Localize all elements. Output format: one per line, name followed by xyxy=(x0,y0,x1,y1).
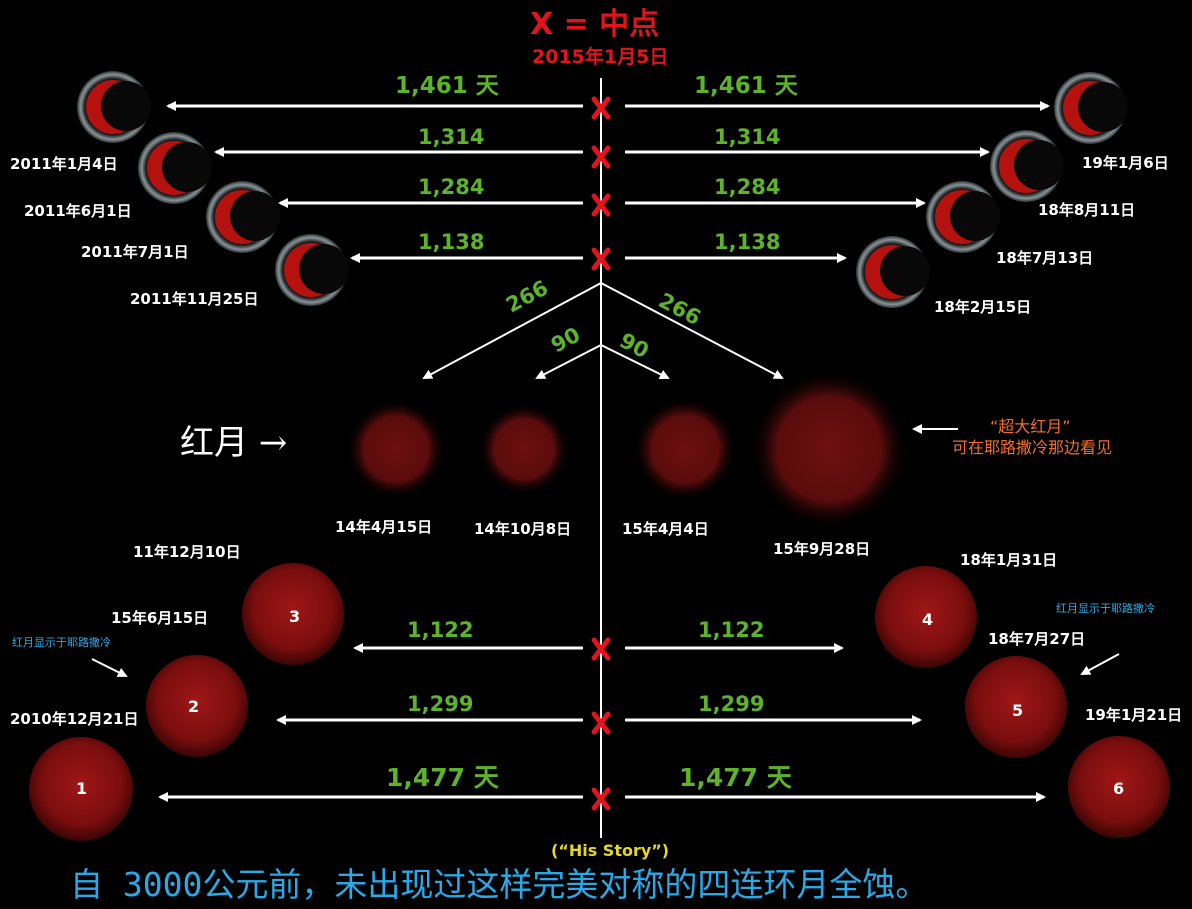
interval-row1-left: 1,461 天 xyxy=(395,73,499,99)
moon-date-5: 18年7月27日 xyxy=(988,630,1086,648)
interval-row7-right: 1,477 天 xyxy=(679,763,792,792)
moon-date-3: 11年12月10日 xyxy=(133,543,241,561)
blood-moon-4-super xyxy=(749,369,909,529)
moon-circle-5 xyxy=(965,656,1067,758)
interval-row7-left: 1,477 天 xyxy=(386,763,499,792)
branch-outer-left xyxy=(422,282,602,379)
moon-circle-2 xyxy=(146,655,248,757)
partial-eclipse-left-2 xyxy=(138,132,212,204)
super-moon-note-line2: 可在耶路撒冷那边看见 xyxy=(952,438,1113,457)
moon-date-2: 15年6月15日 xyxy=(111,609,209,627)
interval-row6-left: 1,299 xyxy=(407,692,474,716)
partial-eclipse-right-1 xyxy=(1054,72,1128,144)
partial-eclipse-right-4 xyxy=(856,236,930,308)
interval-row4-left: 1,138 xyxy=(418,230,485,254)
partial-right-date-2: 18年8月11日 xyxy=(1038,201,1136,219)
moon-number-6: 6 xyxy=(1113,779,1125,798)
his-story-label: (“His Story”) xyxy=(551,841,670,860)
moon-date-4: 18年1月31日 xyxy=(960,551,1058,569)
moon-circle-6 xyxy=(1068,736,1170,838)
partial-eclipse-right-2 xyxy=(990,130,1064,202)
interval-arrows xyxy=(158,101,1050,802)
midpoint-x-row6 xyxy=(591,711,611,735)
partial-eclipses xyxy=(77,71,1128,308)
partial-right-date-3: 18年7月13日 xyxy=(996,249,1094,267)
moon-number-4: 4 xyxy=(922,610,934,629)
blood-moon-3 xyxy=(633,397,737,501)
moon-date-6: 19年1月21日 xyxy=(1085,706,1183,724)
partial-left-date-4: 2011年11月25日 xyxy=(130,290,259,308)
interval-row6-right: 1,299 xyxy=(698,692,765,716)
partial-eclipse-left-3 xyxy=(206,181,280,253)
branch-inner-right xyxy=(600,344,670,379)
pointer-moon5 xyxy=(1080,653,1120,675)
interval-row2-right: 1,314 xyxy=(714,125,781,149)
blood-moon-label: 红月 → xyxy=(180,423,288,463)
partial-eclipse-left-4 xyxy=(275,234,349,306)
branch-arrows xyxy=(422,282,784,379)
midpoint-date: 2015年1月5日 xyxy=(532,46,669,68)
moon-number-2: 2 xyxy=(188,697,200,716)
partial-right-date-1: 19年1月6日 xyxy=(1082,154,1169,172)
partial-left-date-1: 2011年1月4日 xyxy=(10,155,118,173)
jerusalem-note-right: 红月显示于耶路撒冷 xyxy=(1056,602,1155,615)
midpoint-x-row5 xyxy=(591,637,611,661)
jerusalem-note-left: 红月显示于耶路撒冷 xyxy=(12,636,111,649)
interval-row5-right: 1,122 xyxy=(698,618,765,642)
branch-inner-left xyxy=(535,344,602,379)
interval-row3-left: 1,284 xyxy=(418,175,485,199)
interval-row3-right: 1,284 xyxy=(714,175,781,199)
midpoint-x-row3 xyxy=(591,193,611,217)
moon-circle-3 xyxy=(242,563,344,665)
moon-circle-1 xyxy=(29,737,133,841)
partial-left-date-3: 2011年7月1日 xyxy=(81,243,189,261)
blood-moon-date-4: 15年9月28日 xyxy=(773,540,871,558)
blood-moon-1 xyxy=(346,399,446,499)
midpoint-legend: X = 中点 xyxy=(530,7,660,42)
partial-eclipse-right-3 xyxy=(926,181,1000,253)
moon-number-1: 1 xyxy=(76,779,88,798)
blood-moon-2 xyxy=(478,403,570,495)
interval-row1-right: 1,461 天 xyxy=(694,73,798,99)
midpoint-x-row4 xyxy=(591,247,611,271)
interval-row4-right: 1,138 xyxy=(714,230,781,254)
moon-circle-4 xyxy=(875,566,977,668)
blood-moon-date-1: 14年4月15日 xyxy=(335,518,433,536)
interval-row5-left: 1,122 xyxy=(407,618,474,642)
midpoint-x-row7 xyxy=(591,787,611,811)
moon-date-1: 2010年12月21日 xyxy=(10,710,139,728)
partial-eclipse-left-1 xyxy=(77,71,151,143)
super-moon-note-line1: “超大红月” xyxy=(990,417,1071,436)
partial-left-date-2: 2011年6月1日 xyxy=(24,202,132,220)
interval-row2-left: 1,314 xyxy=(418,125,485,149)
blood-moon-date-2: 14年10月8日 xyxy=(474,520,572,538)
moon-number-5: 5 xyxy=(1012,701,1024,720)
midpoint-x-row2 xyxy=(591,145,611,169)
pointer-moon2 xyxy=(91,658,128,677)
pointer-arrows xyxy=(91,424,1120,677)
midpoint-markers xyxy=(591,96,611,811)
moon-number-3: 3 xyxy=(289,607,301,626)
midpoint-x-row1 xyxy=(591,96,611,120)
partial-right-date-4: 18年2月15日 xyxy=(934,298,1032,316)
footer-caption: 自 3000公元前，未出现过这样完美对称的四连环月全蚀。 xyxy=(70,865,929,904)
blood-moon-tetrad xyxy=(346,369,909,529)
blood-moon-date-3: 15年4月4日 xyxy=(622,520,709,538)
numbered-moons xyxy=(29,563,1170,841)
branch-outer-right xyxy=(600,282,784,379)
